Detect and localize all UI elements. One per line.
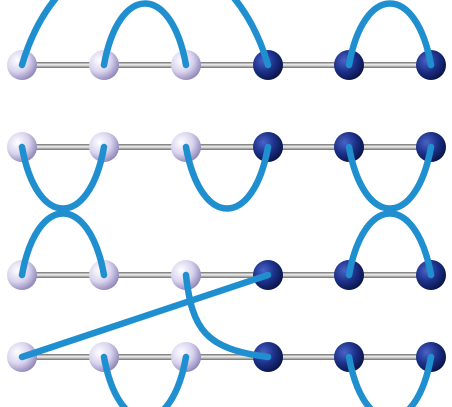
link-arc-chain3-1: [18, 210, 108, 279]
chain-rod-2: [22, 144, 431, 150]
link-arc-chain4-3: [100, 353, 190, 407]
chain-rod-3: [22, 272, 431, 278]
link-arc-chain3-2: [345, 210, 435, 279]
chain-rod-1: [22, 62, 431, 68]
link-arc-chain4-4: [345, 353, 435, 407]
beads-layer: [7, 50, 446, 372]
link-arc-chain1-3: [345, 0, 435, 69]
chain-rod-4: [22, 354, 431, 360]
link-arc-chain1-2: [100, 0, 190, 69]
link-arc-chain2-3: [345, 143, 435, 212]
link-arc-chain2-2: [182, 143, 272, 212]
rods-layer: [22, 62, 431, 360]
cross-link-curve: [182, 271, 272, 361]
links-layer: [18, 0, 435, 407]
link-arc-chain1-1: [18, 0, 272, 69]
link-arc-chain2-1: [18, 143, 108, 212]
cross-link-diagonal: [18, 271, 272, 361]
